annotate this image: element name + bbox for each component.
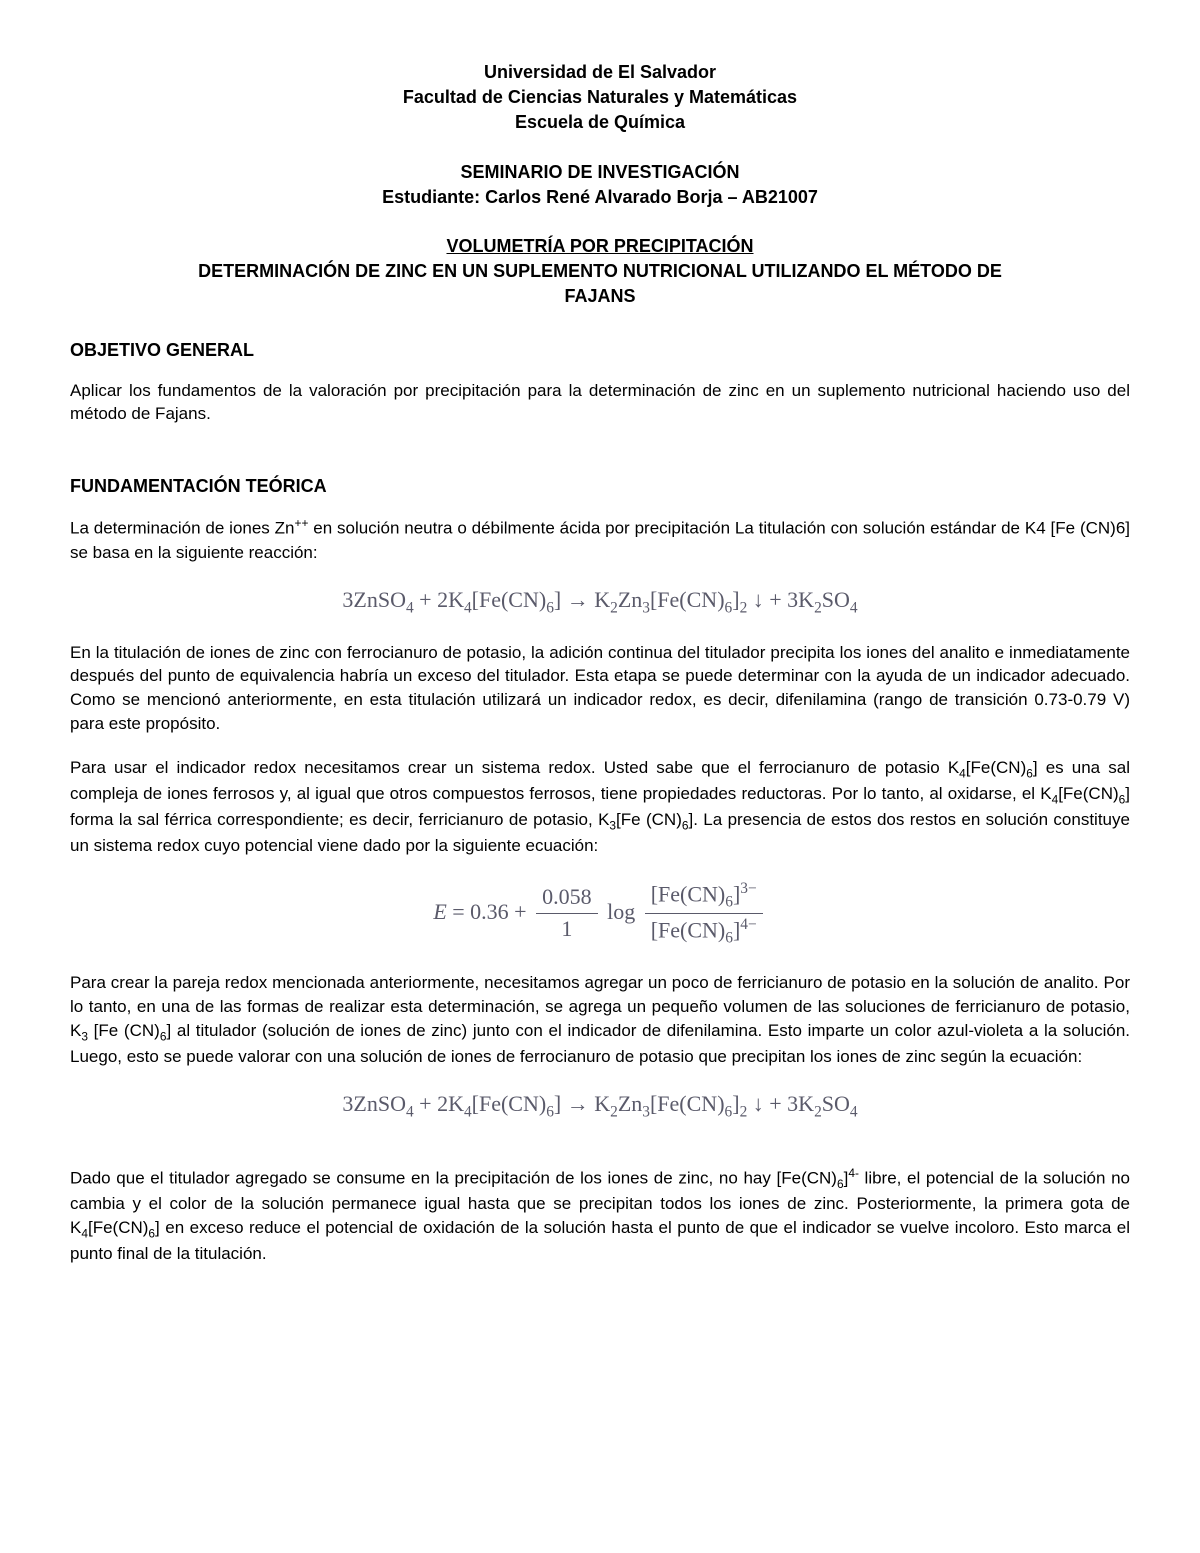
objetivo-text: Aplicar los fundamentos de la valoración… bbox=[70, 379, 1130, 427]
fund-paragraph-3: Para usar el indicador redox necesitamos… bbox=[70, 756, 1130, 858]
fund-paragraph-2: En la titulación de iones de zinc con fe… bbox=[70, 641, 1130, 736]
student-line: Estudiante: Carlos René Alvarado Borja –… bbox=[70, 185, 1130, 210]
faculty-name: Facultad de Ciencias Naturales y Matemát… bbox=[70, 85, 1130, 110]
fundamentacion-heading: FUNDAMENTACIÓN TEÓRICA bbox=[70, 474, 1130, 499]
equation-3: 3ZnSO4 + 2K4[Fe(CN)6] → K2Zn3[Fe(CN)6]2 … bbox=[70, 1089, 1130, 1123]
document-title-main: VOLUMETRÍA POR PRECIPITACIÓN bbox=[70, 234, 1130, 259]
school-name: Escuela de Química bbox=[70, 110, 1130, 135]
document-title-sub2: FAJANS bbox=[70, 284, 1130, 309]
university-name: Universidad de El Salvador bbox=[70, 60, 1130, 85]
equation-1: 3ZnSO4 + 2K4[Fe(CN)6] → K2Zn3[Fe(CN)6]2 … bbox=[70, 585, 1130, 619]
institutional-header: Universidad de El Salvador Facultad de C… bbox=[70, 60, 1130, 136]
objetivo-heading: OBJETIVO GENERAL bbox=[70, 338, 1130, 363]
seminar-header: SEMINARIO DE INVESTIGACIÓN Estudiante: C… bbox=[70, 160, 1130, 210]
document-title-sub1: DETERMINACIÓN DE ZINC EN UN SUPLEMENTO N… bbox=[70, 259, 1130, 284]
document-title-block: VOLUMETRÍA POR PRECIPITACIÓN DETERMINACI… bbox=[70, 234, 1130, 310]
fund-paragraph-1: La determinación de iones Zn++ en soluci… bbox=[70, 515, 1130, 564]
fund-paragraph-5: Dado que el titulador agregado se consum… bbox=[70, 1165, 1130, 1266]
equation-2: E = 0.36 + 0.0581 log [Fe(CN)6]3−[Fe(CN)… bbox=[70, 878, 1130, 950]
seminar-title: SEMINARIO DE INVESTIGACIÓN bbox=[70, 160, 1130, 185]
fund-paragraph-4: Para crear la pareja redox mencionada an… bbox=[70, 971, 1130, 1068]
